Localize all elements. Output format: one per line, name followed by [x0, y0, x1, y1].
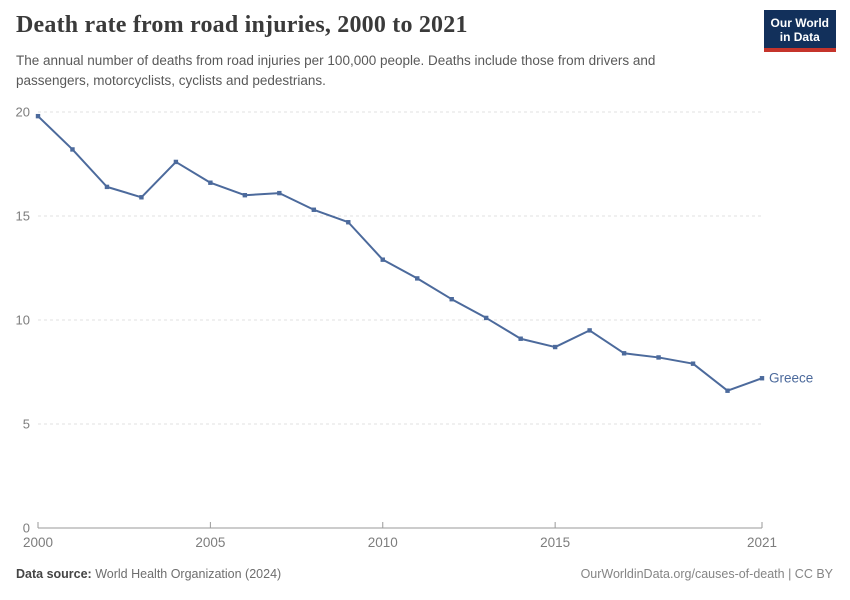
data-point-marker[interactable]: [621, 351, 627, 356]
data-point-marker[interactable]: [759, 376, 765, 381]
data-point-marker[interactable]: [35, 113, 41, 119]
x-tick-label: 2021: [747, 535, 777, 550]
chart-title: Death rate from road injuries, 2000 to 2…: [16, 12, 468, 38]
data-source: Data source: World Health Organization (…: [16, 567, 281, 581]
data-point-marker[interactable]: [690, 361, 696, 366]
data-point-marker[interactable]: [587, 328, 592, 333]
data-point-marker[interactable]: [415, 276, 420, 281]
data-point-marker[interactable]: [725, 388, 730, 393]
owid-logo-line1: Our World: [770, 16, 829, 30]
y-tick-label: 10: [16, 313, 30, 328]
data-point-marker[interactable]: [70, 147, 75, 152]
credit-link[interactable]: OurWorldinData.org/causes-of-death | CC …: [580, 567, 833, 581]
data-point-marker[interactable]: [552, 344, 558, 350]
line-chart[interactable]: 0 5 10 15 20 2000 2005 2010 2015 2021 Greece: [0, 90, 850, 568]
series-line-greece[interactable]: [37, 115, 763, 392]
y-tick-label: 0: [23, 521, 30, 536]
data-point-marker[interactable]: [277, 190, 282, 196]
data-point-marker[interactable]: [518, 336, 523, 341]
x-tick-label: 2010: [368, 535, 398, 550]
data-point-marker[interactable]: [173, 159, 179, 165]
y-tick-label: 15: [16, 209, 30, 224]
y-tick-label: 20: [16, 105, 30, 120]
owid-logo[interactable]: Our World in Data: [763, 10, 836, 53]
data-point-marker[interactable]: [104, 184, 110, 190]
data-point-marker[interactable]: [380, 257, 385, 262]
data-point-marker[interactable]: [656, 355, 661, 360]
chart-subtitle: The annual number of deaths from road in…: [16, 53, 656, 88]
owid-logo-line2: in Data: [779, 30, 820, 45]
data-source-value: World Health Organization (2024): [95, 567, 282, 581]
data-source-label: Data source:: [16, 567, 92, 581]
data-point-marker[interactable]: [483, 315, 489, 321]
data-point-marker[interactable]: [449, 297, 454, 302]
data-point-marker[interactable]: [346, 220, 351, 225]
data-point-marker[interactable]: [208, 180, 213, 185]
x-tick-label: 2005: [195, 535, 225, 550]
series-label-greece[interactable]: Greece: [769, 371, 813, 386]
data-point-marker[interactable]: [311, 207, 317, 212]
data-point-marker[interactable]: [139, 195, 144, 200]
x-tick-label: 2015: [540, 535, 570, 550]
data-point-marker[interactable]: [242, 193, 248, 198]
y-tick-label: 5: [23, 417, 30, 432]
x-tick-label: 2000: [23, 535, 53, 550]
chart-footer: Data source: World Health Organization (…: [16, 567, 833, 581]
